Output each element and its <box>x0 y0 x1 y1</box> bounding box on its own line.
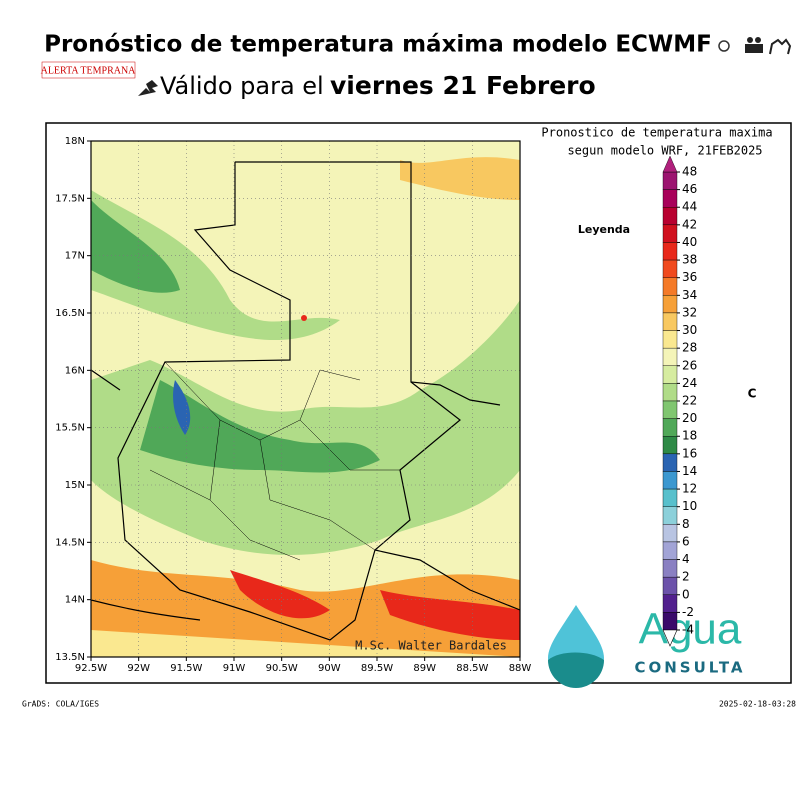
y-tick-label: 13.5N <box>55 652 85 663</box>
colorbar-label: 28 <box>682 341 697 355</box>
colorbar-band <box>662 365 678 384</box>
x-tick-label: 89W <box>413 663 436 674</box>
logo-word: Agua <box>639 605 742 654</box>
colorbar-label: -2 <box>682 605 694 619</box>
x-tick-label: 91W <box>223 663 246 674</box>
x-tick-label: 88W <box>509 663 532 674</box>
department-lines <box>149 361 400 561</box>
colorbar-band <box>662 189 678 208</box>
plot-border <box>90 140 521 658</box>
colorbar-label: 6 <box>682 534 690 548</box>
map-title-2: segun modelo WRF, 21FEB2025 <box>567 144 762 158</box>
colorbar-label: -4 <box>682 623 694 637</box>
colorbar-band <box>662 453 678 472</box>
colorbar-band <box>662 171 678 190</box>
colorbar-label: 16 <box>682 446 697 460</box>
colorbar-band <box>662 295 678 314</box>
title: Pronóstico de temperatura máxima modelo … <box>44 32 712 58</box>
y-tick-label: 15.5N <box>55 423 85 434</box>
colorbar-band <box>662 400 678 419</box>
footer-right: 2025-02-18-03:28 <box>719 700 796 709</box>
colorbar-band <box>662 488 678 507</box>
colorbar-label: 14 <box>682 464 697 478</box>
pin-icon <box>138 80 158 96</box>
colorbar-band <box>662 242 678 261</box>
borders <box>91 161 520 641</box>
x-tick-label: 88.5W <box>456 663 488 674</box>
hot-spot <box>301 315 307 321</box>
colorbar-band <box>662 224 678 243</box>
logo: Agua CONSULTA <box>548 605 745 688</box>
colorbar-label: 34 <box>682 288 697 302</box>
y-tick-label: 14N <box>65 595 85 606</box>
x-tick-label: 92W <box>127 663 150 674</box>
y-tick-label: 17N <box>65 251 85 262</box>
colorbar-band <box>662 524 678 543</box>
colorbar-band <box>662 594 678 613</box>
colorbar-band <box>662 541 678 560</box>
colorbar-band <box>662 559 678 578</box>
map-title-1: Pronostico de temperatura maxima <box>541 126 772 140</box>
valid-date: viernes 21 Febrero <box>330 71 596 100</box>
x-tick-label: 92.5W <box>75 663 107 674</box>
colorbar-label: 20 <box>682 411 697 425</box>
colorbar-band <box>662 418 678 437</box>
credit: M.Sc. Walter Bardales <box>355 639 507 653</box>
colorbar-label: 36 <box>682 270 697 284</box>
x-tick-label: 89.5W <box>361 663 393 674</box>
colorbar-label: 48 <box>682 165 697 179</box>
y-tick-label: 15N <box>65 480 85 491</box>
colorbar-label: 26 <box>682 358 697 372</box>
badge: ALERTA TEMPRANA <box>41 65 137 76</box>
x-tick-label: 90.5W <box>266 663 298 674</box>
title-icons <box>718 37 792 55</box>
valid-prefix: Válido para el <box>160 72 324 100</box>
colorbar-label: 22 <box>682 394 697 408</box>
logo-sub: CONSULTA <box>634 659 745 677</box>
colorbar-label: 42 <box>682 217 697 231</box>
colorbar-label: 2 <box>682 570 690 584</box>
colorbar-band <box>662 330 678 349</box>
colorbar-band <box>662 259 678 278</box>
colorbar-over <box>662 155 678 173</box>
unit: C <box>748 387 757 401</box>
colorbar-band <box>662 383 678 402</box>
colorbar-label: 12 <box>682 482 697 496</box>
y-tick-label: 18N <box>65 136 85 147</box>
y-tick-label: 17.5N <box>55 193 85 204</box>
colorbar-label: 30 <box>682 323 697 337</box>
colorbar-band <box>662 436 678 455</box>
y-tick-label: 14.5N <box>55 537 85 548</box>
colorbar-label: 38 <box>682 253 697 267</box>
footer-left: GrADS: COLA/IGES <box>22 700 99 709</box>
colorbar-label: 46 <box>682 182 697 196</box>
colorbar-label: 18 <box>682 429 697 443</box>
colorbar-label: 44 <box>682 200 697 214</box>
colorbar-band <box>662 471 678 490</box>
colorbar-label: 32 <box>682 305 697 319</box>
colorbar-band <box>662 612 678 631</box>
badge-box <box>41 61 136 79</box>
y-tick-label: 16.5N <box>55 308 85 319</box>
colorbar-band <box>662 277 678 296</box>
colorbar-band <box>662 207 678 226</box>
colorbar-label: 24 <box>682 376 697 390</box>
colorbar-label: 0 <box>682 587 690 601</box>
colorbar-band <box>662 347 678 366</box>
colorbar-band <box>662 312 678 331</box>
legend-title: Leyenda <box>578 223 630 236</box>
colorbar-band <box>662 506 678 525</box>
colorbar-under <box>662 629 678 647</box>
colorbar-label: 4 <box>682 552 690 566</box>
colorbar-band <box>662 576 678 595</box>
temperature-field <box>91 141 520 657</box>
y-tick-label: 16N <box>65 365 85 376</box>
colorbar-label: 10 <box>682 499 697 513</box>
colorbar-label: 40 <box>682 235 697 249</box>
x-tick-label: 90W <box>318 663 341 674</box>
x-tick-label: 91.5W <box>170 663 202 674</box>
colorbar-label: 8 <box>682 517 690 531</box>
